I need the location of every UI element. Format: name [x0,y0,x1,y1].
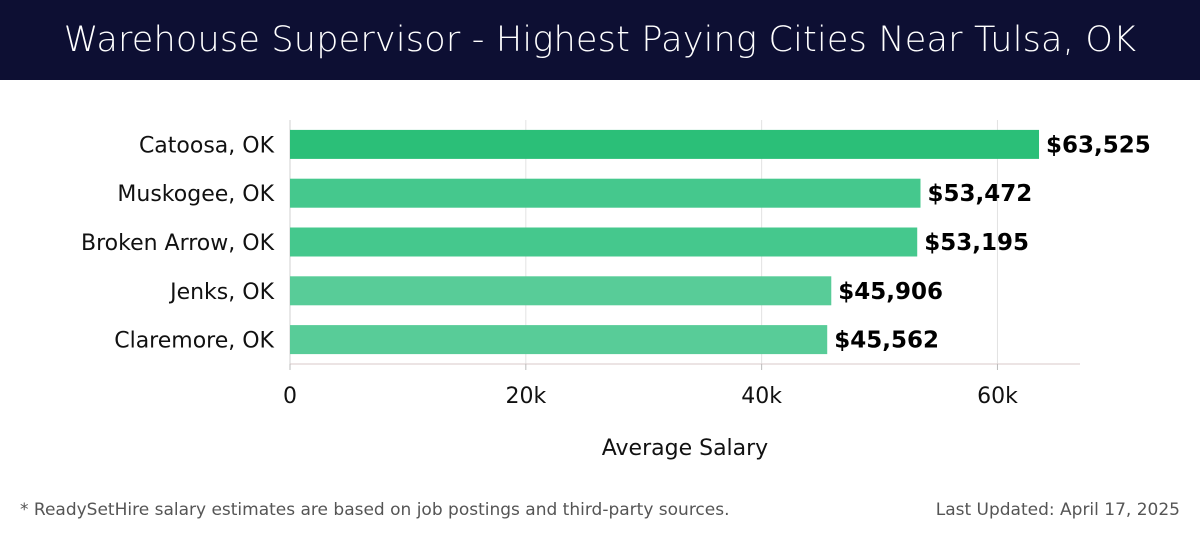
category-label: Broken Arrow, OK [81,231,275,256]
category-labels: Catoosa, OK Muskogee, OK Broken Arrow, OK J… [81,133,275,353]
x-tick-label: 60k [977,384,1018,409]
last-updated: Last Updated: April 17, 2025 [935,500,1180,520]
x-tick-label: 40k [741,384,782,409]
value-label: $53,472 [927,181,1032,207]
category-label: Jenks, OK [168,280,274,305]
x-axis-ticks: 0 20k 40k 60k [283,364,1018,409]
category-label: Catoosa, OK [139,133,275,158]
bar [290,325,828,355]
bar [290,129,1040,159]
bar [290,178,921,208]
bar-chart: Catoosa, OK Muskogee, OK Broken Arrow, OK J… [81,120,1151,461]
footnote: * ReadySetHire salary estimates are base… [20,500,730,520]
bar [290,227,918,257]
category-label: Muskogee, OK [117,182,274,207]
x-tick-label: 0 [283,384,297,409]
value-label: $63,525 [1046,132,1151,158]
bar [290,276,832,306]
chart-header: Warehouse Supervisor - Highest Paying Ci… [0,0,1200,80]
x-axis-label: Average Salary [602,436,768,461]
value-label: $53,195 [924,230,1029,256]
value-label: $45,906 [838,279,943,305]
x-tick-label: 20k [505,384,546,409]
chart-title: Warehouse Supervisor - Highest Paying Ci… [63,20,1137,60]
bars-group [290,129,1040,355]
category-label: Claremore, OK [114,329,274,354]
value-labels: $63,525 $53,472 $53,195 $45,906 $45,562 [834,132,1151,353]
value-label: $45,562 [834,328,939,354]
